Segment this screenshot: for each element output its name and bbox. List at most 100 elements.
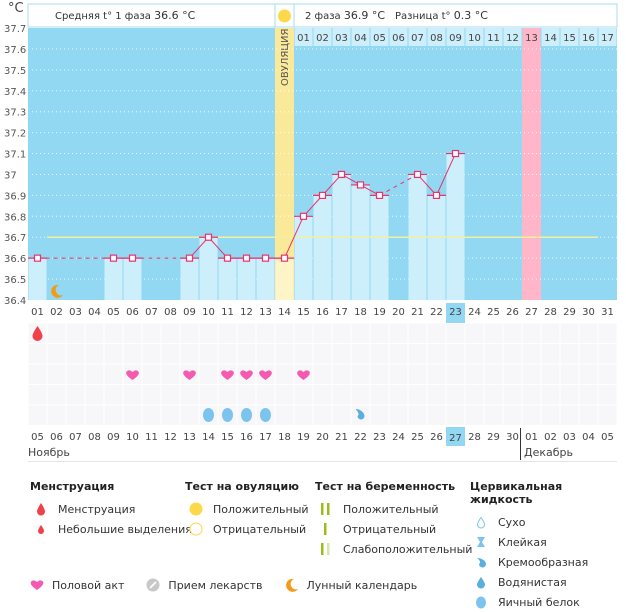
calendar-date: 21: [335, 432, 348, 443]
x-tick-label: 26: [506, 307, 519, 318]
y-tick-label: 36.9: [4, 191, 26, 202]
legend-item: Положительный: [213, 502, 309, 516]
temp-bar: [351, 184, 370, 300]
x-tick-label: 31: [601, 307, 614, 318]
x-tick-label: 30: [582, 307, 595, 318]
temp-bar: [256, 258, 275, 300]
calendar-cell: [332, 385, 351, 405]
cycle-day-cell: [560, 28, 579, 46]
temp-point: [451, 149, 460, 158]
legend-item: Небольшие выделения: [58, 522, 192, 536]
calendar-date: 12: [164, 432, 177, 443]
cycle-day-label: 04: [354, 33, 367, 44]
temp-point: [432, 191, 441, 199]
x-tick-label: 24: [468, 307, 481, 318]
calendar-cell: [503, 323, 522, 343]
sticky-icon: [470, 536, 492, 548]
legend-item: Отрицательный: [213, 522, 307, 536]
egg-white-icon: [203, 408, 214, 422]
calendar-date: 18: [278, 432, 291, 443]
calendar-cell: [332, 323, 351, 343]
calendar-cell: [237, 344, 256, 364]
calendar-cell: [427, 364, 446, 384]
pill-icon: [146, 578, 160, 592]
cycle-day-cell: [446, 28, 465, 46]
x-tick-label: 13: [259, 307, 272, 318]
drop-icon: [30, 502, 52, 516]
cycle-day-cell: [313, 28, 332, 46]
calendar-date: 09: [107, 432, 120, 443]
calendar-date: 16: [240, 432, 253, 443]
legend-item: Сухо: [498, 515, 526, 529]
calendar-cell: [313, 364, 332, 384]
calendar-cell: [256, 323, 275, 343]
calendar-cell: [598, 385, 617, 405]
cycle-day-cell: [370, 28, 389, 46]
calendar-cell: [446, 385, 465, 405]
cycle-day-cell: [427, 28, 446, 46]
cycle-day-label: 06: [392, 33, 405, 44]
calendar-date: 28: [468, 432, 481, 443]
calendar-date: 23: [373, 432, 386, 443]
calendar-cell: [541, 344, 560, 364]
calendar-cell: [598, 323, 617, 343]
calendar-cell: [446, 405, 465, 425]
ovulation-sun-icon: [278, 9, 291, 23]
calendar-date: 07: [69, 432, 82, 443]
calendar-date: 04: [582, 432, 595, 443]
legend-title: Тест на овуляцию: [185, 480, 299, 493]
calendar-cell: [199, 364, 218, 384]
temp-line-segment: [284, 216, 304, 259]
calendar-cell: [560, 405, 579, 425]
cycle-day-label: 01: [297, 33, 310, 44]
cycle-day-label: 08: [430, 33, 443, 44]
cycle-day-label: 16: [582, 33, 595, 44]
legend-item: Положительный: [343, 502, 439, 516]
x-tick-label: 19: [373, 307, 386, 318]
legend-item: Водянистая: [498, 575, 567, 589]
legend-item: Клейкая: [498, 535, 547, 549]
legend-pregnancy-test: Тест на беременность Положительный Отриц…: [315, 480, 472, 559]
cycle-day-label: 05: [373, 33, 386, 44]
y-tick-label: 37.3: [4, 108, 26, 119]
calendar-cell: [47, 344, 66, 364]
calendar-cell: [161, 364, 180, 384]
y-tick-label: 37.4: [4, 87, 26, 98]
phase2-avg: 2 фаза 36.9 °C: [305, 9, 385, 22]
calendar-date: 27: [449, 433, 462, 444]
y-tick-label: 36.5: [4, 275, 26, 286]
calendar-cell: [408, 364, 427, 384]
calendar-cell: [218, 385, 237, 405]
calendar-cell: [66, 405, 85, 425]
calendar-cell: [332, 364, 351, 384]
calendar-cell: [484, 323, 503, 343]
calendar-cell: [389, 344, 408, 364]
calendar-cell: [104, 323, 123, 343]
calendar-cell: [85, 364, 104, 384]
menstruation-drop-icon: [32, 326, 43, 342]
cycle-day-cell: [332, 28, 351, 46]
cycle-day-label: 11: [487, 33, 500, 44]
calendar-cell: [199, 385, 218, 405]
egg-white-icon: [470, 595, 492, 609]
cycle-day-label: 10: [468, 33, 481, 44]
x-tick-label: 04: [88, 307, 101, 318]
heart-icon: [221, 370, 234, 380]
calendar-cell: [579, 323, 598, 343]
calendar-date: 30: [506, 432, 519, 443]
y-tick-label: 36.7: [4, 233, 26, 244]
calendar-cell: [66, 385, 85, 405]
calendar-cell: [47, 405, 66, 425]
phase2-value: 36.9 °C: [344, 9, 385, 22]
heart-icon: [183, 370, 196, 380]
calendar-cell: [579, 405, 598, 425]
temp-line-segment: [436, 153, 456, 196]
cycle-day-cell: [351, 28, 370, 46]
calendar-cell: [465, 405, 484, 425]
x-tick-label: 09: [183, 307, 196, 318]
calendar-cell: [522, 385, 541, 405]
calendar-cell: [66, 323, 85, 343]
temp-point: [128, 254, 137, 262]
calendar-cell: [28, 385, 47, 405]
calendar-cell: [522, 344, 541, 364]
